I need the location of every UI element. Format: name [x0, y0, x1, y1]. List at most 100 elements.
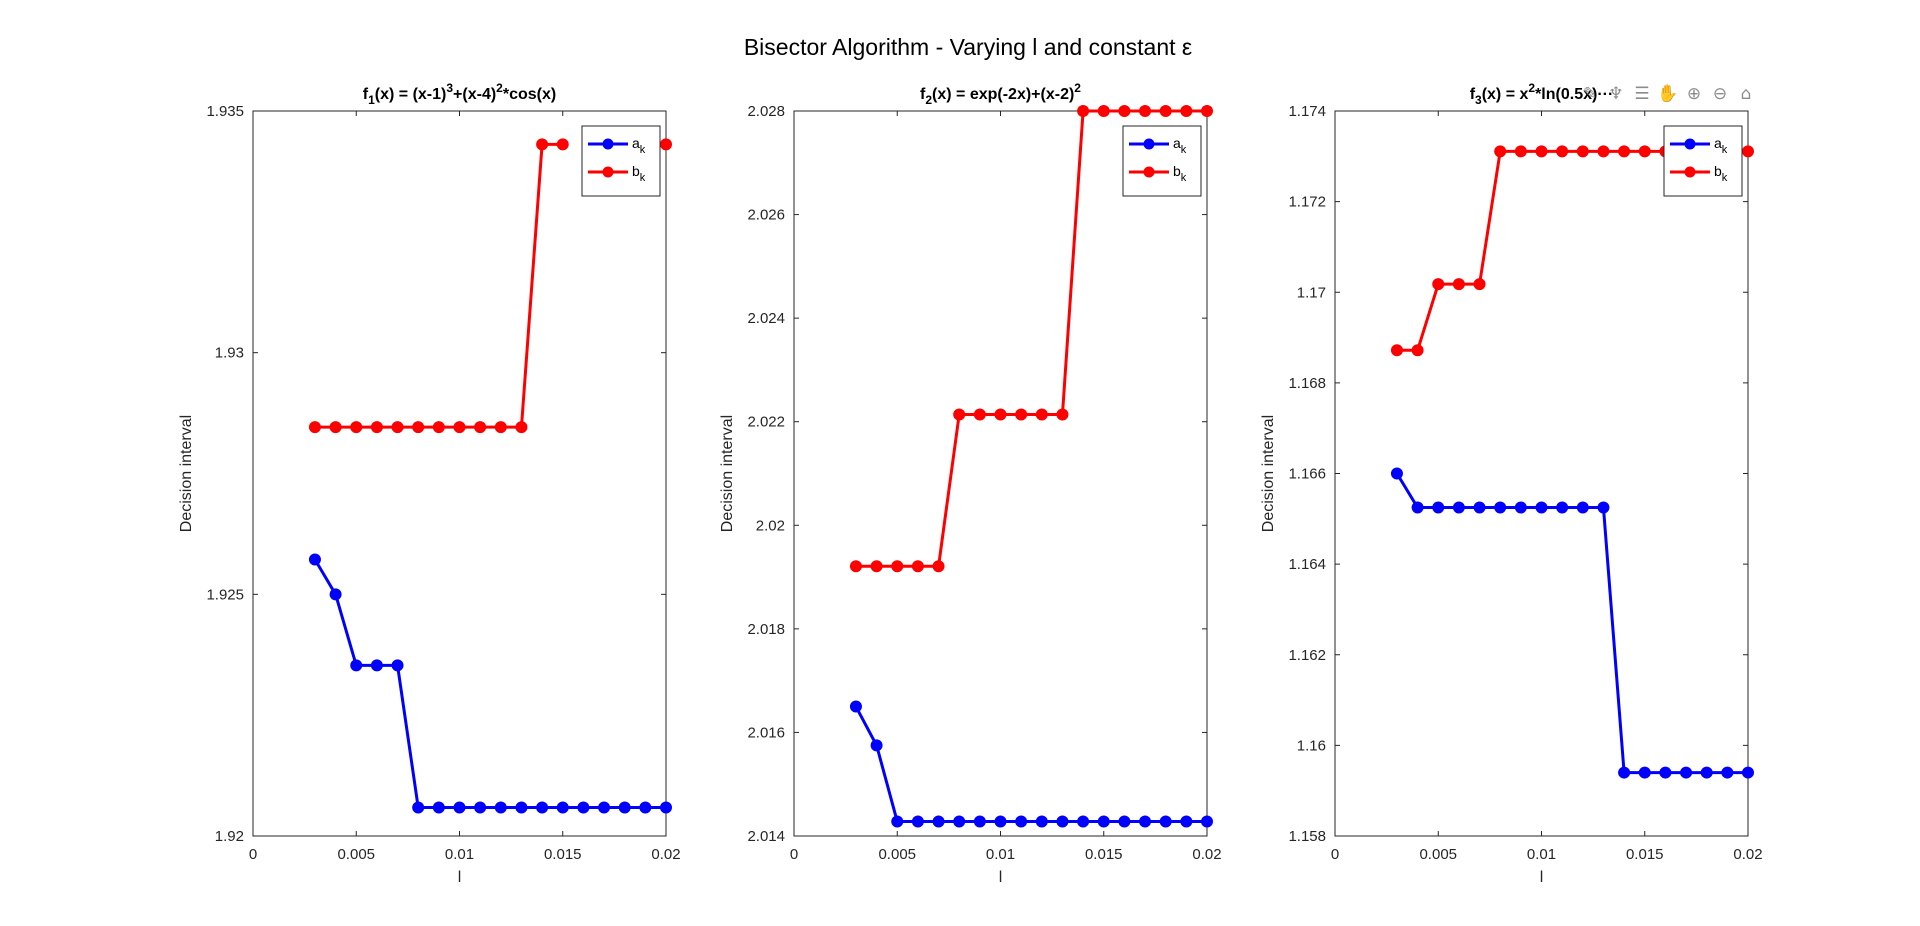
y-tick-label: 2.022 [747, 414, 785, 431]
data-point [1390, 344, 1403, 357]
y-tick-label: 1.925 [206, 586, 244, 603]
y-axis-label: Decision interval [719, 415, 736, 532]
x-tick-label: 0.015 [1626, 846, 1664, 863]
data-point [1390, 467, 1403, 480]
data-point [1159, 105, 1172, 117]
legend-marker [602, 166, 614, 178]
subplot-title: f1(x) = (x-1)3+(x-4)2*cos(x) [363, 81, 556, 107]
y-axis-label: Decision interval [178, 415, 195, 532]
y-tick-label: 1.17 [1297, 284, 1326, 301]
data-point [1077, 815, 1090, 828]
data-point [1473, 501, 1486, 514]
x-tick-label: 0.02 [651, 846, 680, 863]
data-point [1159, 815, 1172, 828]
data-point [432, 801, 445, 814]
series-a_k [308, 553, 672, 814]
y-tick-label: 2.02 [756, 517, 785, 534]
y-tick-label: 1.174 [1288, 103, 1326, 120]
series-a_k [1390, 467, 1754, 779]
data-point [536, 138, 549, 151]
legend[interactable]: ak bk [1663, 125, 1743, 197]
data-point [1494, 145, 1507, 158]
data-point [1201, 105, 1213, 117]
data-point [453, 801, 466, 814]
data-point [870, 739, 883, 752]
pan-icon[interactable]: ✋ [1657, 83, 1679, 104]
data-point [660, 138, 672, 151]
data-point [1452, 278, 1465, 291]
data-point [1535, 501, 1548, 514]
data-point [1097, 815, 1110, 828]
data-point [1597, 501, 1610, 514]
data-point [1721, 766, 1734, 779]
legend-marker [1684, 166, 1696, 178]
data-point [1680, 766, 1693, 779]
series-a_k [849, 700, 1213, 828]
data-point [1056, 408, 1069, 421]
data-point [1180, 105, 1193, 117]
data-point [932, 560, 945, 573]
data-point [994, 815, 1007, 828]
x-tick-label: 0.01 [986, 846, 1015, 863]
y-axis-label: Decision interval [1260, 415, 1277, 532]
data-point [1742, 145, 1754, 158]
data-point [412, 421, 425, 434]
home-icon[interactable]: ⌂ [1740, 83, 1752, 104]
data-point [577, 801, 590, 814]
data-point [973, 815, 986, 828]
data-point [1432, 278, 1445, 291]
data-point [1180, 815, 1193, 828]
data-point [391, 659, 404, 672]
legend-box [581, 125, 661, 197]
data-point [329, 421, 342, 434]
data-point [870, 560, 883, 573]
x-tick-label: 0.005 [878, 846, 916, 863]
y-tick-label: 2.018 [747, 621, 785, 638]
y-tick-label: 1.166 [1288, 466, 1326, 483]
brush-icon[interactable]: ✎ [1582, 83, 1598, 104]
subplot-3: 0 0.005 0.01 0.015 0.02 1.158 1.16 1.162 1.164 1.… [1260, 81, 1763, 886]
data-point [1118, 105, 1131, 117]
data-point [598, 801, 611, 814]
x-axis-label: l [999, 869, 1003, 886]
y-tick-label: 1.164 [1288, 556, 1326, 573]
x-tick-label: 0.005 [1419, 846, 1457, 863]
data-point [849, 700, 862, 713]
y-tick-label: 2.028 [747, 103, 785, 120]
y-tick-label: 1.93 [215, 345, 244, 362]
data-point [370, 421, 383, 434]
zoom-out-icon[interactable]: ⊖ [1712, 83, 1728, 104]
data-point [1015, 408, 1028, 421]
data-point [911, 815, 924, 828]
y-tick-label: 1.16 [1297, 737, 1326, 754]
data-point [1139, 815, 1152, 828]
x-tick-label: 0.005 [337, 846, 375, 863]
data-tips-icon[interactable]: ♆ [1608, 83, 1624, 104]
x-tick-label: 0.02 [1733, 846, 1762, 863]
legend[interactable]: ak bk [581, 125, 661, 197]
data-point [1494, 501, 1507, 514]
data-point [639, 801, 652, 814]
x-tick-label: 0.02 [1192, 846, 1221, 863]
data-point [891, 560, 904, 573]
legend[interactable]: ak bk [1122, 125, 1202, 197]
data-point [515, 801, 528, 814]
data-point [1597, 145, 1610, 158]
legend-box [1122, 125, 1202, 197]
data-point [911, 560, 924, 573]
legend-marker [1684, 138, 1696, 150]
data-point [308, 421, 321, 434]
data-point [1056, 815, 1069, 828]
data-point [474, 421, 487, 434]
restore-view-icon[interactable]: ☰ [1634, 83, 1650, 104]
data-point [973, 408, 986, 421]
data-point [1638, 766, 1651, 779]
data-point [891, 815, 904, 828]
x-axis-label: l [1540, 869, 1544, 886]
data-point [932, 815, 945, 828]
zoom-in-icon[interactable]: ⊕ [1686, 83, 1702, 104]
data-point [308, 553, 321, 566]
axes-box [252, 110, 667, 837]
axes-toolbar: ✎ ♆ ☰ ✋ ⊕ ⊖ ⌂ [1578, 82, 1758, 106]
y-tick-label: 1.92 [215, 828, 244, 845]
